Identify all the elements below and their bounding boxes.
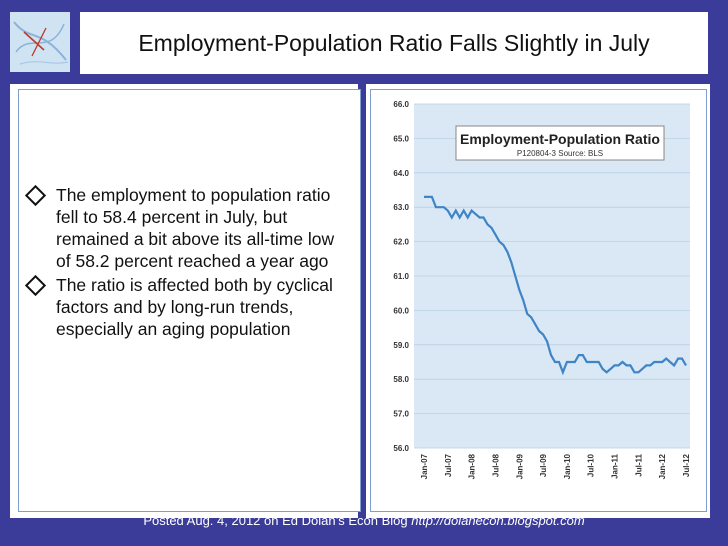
bullet-list: The employment to population ratio fell … — [20, 184, 350, 342]
x-tick-label: Jul-08 — [491, 453, 500, 477]
y-tick-label: 61.0 — [393, 272, 409, 281]
y-tick-label: 58.0 — [393, 375, 409, 384]
x-tick-label: Jan-10 — [563, 453, 572, 479]
footer-text: Posted Aug. 4, 2012 on Ed Dolan’s Econ B… — [143, 513, 408, 528]
footer-url[interactable]: http://dolanecon.blogspot.com — [411, 513, 585, 528]
bullet-text: The ratio is affected both by cyclical f… — [56, 275, 333, 339]
bullet-text: The employment to population ratio fell … — [56, 185, 335, 271]
x-tick-label: Jan-09 — [515, 453, 524, 479]
blog-logo — [10, 12, 70, 72]
employment-ratio-chart: 56.0 57.0 58.0 59.0 60.0 61.0 62.0 63.0 64.0 65.0… — [393, 100, 691, 479]
legend-box: Employment-Population Ratio P120804-3 So… — [455, 125, 665, 161]
y-tick-label: 65.0 — [393, 134, 409, 143]
diamond-bullet-icon — [24, 274, 47, 297]
text-panel: The employment to population ratio fell … — [10, 84, 361, 518]
x-tick-label: Jul-07 — [444, 453, 453, 477]
x-tick-label: Jan-08 — [468, 453, 477, 479]
x-tick-label: Jul-11 — [634, 453, 643, 476]
x-tick-label: Jan-07 — [420, 453, 429, 479]
y-tick-label: 56.0 — [393, 444, 409, 453]
y-tick-label: 66.0 — [393, 100, 409, 109]
slide-title: Employment-Population Ratio Falls Slight… — [138, 29, 650, 56]
diamond-bullet-icon — [24, 184, 47, 207]
y-tick-labels: 56.0 57.0 58.0 59.0 60.0 61.0 62.0 63.0 64.0 65.0… — [393, 100, 409, 453]
y-tick-label: 59.0 — [393, 341, 409, 350]
bullet-item: The employment to population ratio fell … — [20, 184, 350, 272]
x-tick-label: Jul-10 — [587, 453, 596, 477]
x-tick-label: Jan-12 — [658, 453, 667, 479]
bullet-item: The ratio is affected both by cyclical f… — [20, 274, 350, 340]
footer: Posted Aug. 4, 2012 on Ed Dolan’s Econ B… — [0, 513, 728, 528]
chart-panel: 56.0 57.0 58.0 59.0 60.0 61.0 62.0 63.0 64.0 65.0… — [366, 84, 710, 518]
x-tick-label: Jan-11 — [611, 453, 620, 478]
y-tick-label: 57.0 — [393, 410, 409, 419]
y-tick-label: 60.0 — [393, 306, 409, 315]
y-tick-label: 64.0 — [393, 169, 409, 178]
chart-subtitle: P120804-3 Source: BLS — [517, 149, 603, 158]
y-tick-label: 62.0 — [393, 238, 409, 247]
x-tick-label: Jul-09 — [539, 453, 548, 477]
series-line — [424, 195, 687, 376]
x-tick-label: Jul-12 — [682, 453, 691, 477]
y-tick-label: 63.0 — [393, 203, 409, 212]
title-box: Employment-Population Ratio Falls Slight… — [80, 12, 708, 74]
x-tick-labels: Jan-07 Jul-07 Jan-08 Jul-08 Jan-09 Jul-09 Jan-… — [420, 453, 691, 479]
text-panel-frame — [18, 89, 361, 512]
chart-title: Employment-Population Ratio — [460, 131, 660, 147]
